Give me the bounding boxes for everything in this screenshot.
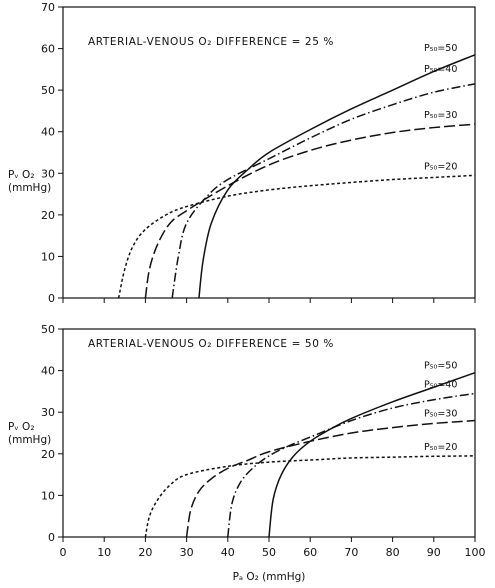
y-tick-label: 70 [41,1,55,14]
series-line-p50-20 [144,455,476,538]
y-tick-label: 50 [41,323,55,336]
x-tick-label: 10 [97,546,111,559]
series-line-p50-40 [171,83,476,299]
y-tick-label: 40 [41,365,55,378]
x-tick-label: 50 [262,546,276,559]
y-axis-label: Pᵥ O₂ [8,169,35,181]
y-axis-label: Pᵥ O₂ [8,421,35,433]
y-tick-label: 20 [41,448,55,461]
plot-frame [62,328,476,538]
x-tick-label: 60 [303,546,317,559]
x-tick-label: 30 [180,546,194,559]
series-label: P₅₀=40 [424,64,457,75]
x-axis-label: Pₐ O₂ (mmHg) [233,571,306,583]
y-tick-label: 50 [41,84,55,97]
x-tick-label: 90 [427,546,441,559]
y-tick-label: 60 [41,43,55,56]
panel-annotation: ARTERIAL-VENOUS O₂ DIFFERENCE = 25 % [88,36,334,48]
panel-top: 0 10 20 30 40 50 60 70 ARTERIAL-VENOUS O₂ DIFFER… [8,1,476,305]
y-tick-label: 10 [41,489,55,502]
x-tick-label: 0 [60,546,67,559]
series-line-p50-50 [198,54,476,299]
series-label: P₅₀=50 [424,361,457,372]
series-line-p50-20 [117,174,476,299]
x-tick-label: 70 [344,546,358,559]
y-tick-label: 40 [41,126,55,139]
x-tick-label: 20 [138,546,152,559]
y-tick-label: 20 [41,209,55,222]
y-axis-label: (mmHg) [8,182,51,194]
series-label: P₅₀=40 [424,379,457,390]
series-label: P₅₀=20 [424,161,457,172]
series-label: P₅₀=30 [424,110,457,121]
panel-bottom: 0 10 20 30 40 50 0 10 20 30 40 50 60 70 80 90 100 ARTERIA… [8,323,486,583]
series-label: P₅₀=20 [424,442,457,453]
panel-annotation: ARTERIAL-VENOUS O₂ DIFFERENCE = 50 % [88,338,334,350]
series-line-p50-30 [185,419,476,538]
x-tick-label: 80 [386,546,400,559]
y-tick-label: 30 [41,167,55,180]
y-tick-label: 10 [41,250,55,263]
x-tick-label: 100 [465,546,486,559]
y-tick-label: 0 [48,531,55,544]
y-tick-label: 0 [48,292,55,305]
y-tick-label: 30 [41,406,55,419]
series-label: P₅₀=50 [424,43,457,54]
series-line-p50-30 [144,123,476,299]
x-tick-label: 40 [221,546,235,559]
series-line-p50-50 [268,371,476,538]
series-label: P₅₀=30 [424,409,457,420]
y-axis-label: (mmHg) [8,434,51,446]
